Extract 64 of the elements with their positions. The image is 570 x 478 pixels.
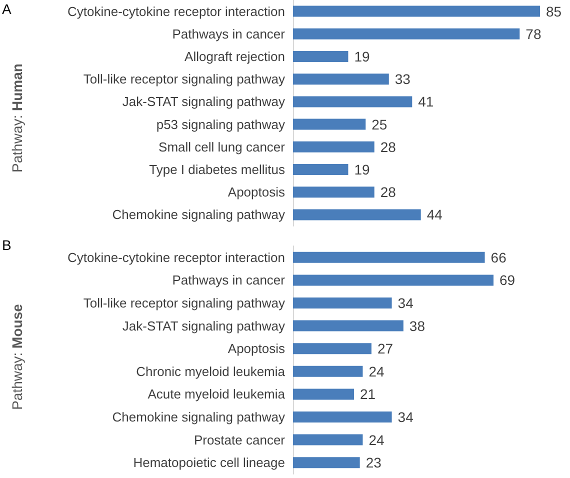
- y-tick-label: p53 signaling pathway: [156, 116, 286, 132]
- bar: [293, 320, 404, 332]
- y-tick-label: Jak-STAT signaling pathway: [122, 94, 286, 110]
- data-label: 78: [526, 26, 542, 42]
- bar: [293, 209, 421, 220]
- data-label: 85: [546, 3, 562, 20]
- bar: [293, 274, 494, 286]
- data-label: 24: [368, 363, 385, 380]
- bar: [293, 96, 412, 108]
- y-tick-label: Chronic myeloid leukemia: [136, 364, 286, 379]
- y-tick-label: Allograft rejection: [184, 49, 285, 64]
- y-tick-label: Type I diabetes mellitus: [149, 162, 286, 177]
- data-label: 25: [372, 116, 388, 132]
- data-label: 19: [354, 162, 370, 178]
- y-axis-title: Pathway: Human: [9, 64, 25, 172]
- y-tick-label: Toll-like receptor signaling pathway: [83, 72, 286, 87]
- bar: [293, 118, 366, 130]
- y-tick-label: Pathways in cancer: [172, 26, 286, 42]
- bar: [293, 164, 348, 175]
- data-label: 66: [490, 249, 507, 266]
- data-label: 21: [360, 386, 376, 402]
- bar: [293, 252, 485, 263]
- bar: [293, 74, 389, 85]
- bar: [293, 457, 360, 468]
- y-tick-label: Apoptosis: [228, 341, 286, 356]
- data-label: 41: [418, 94, 434, 110]
- y-axis-title: Pathway: Mouse: [9, 304, 25, 410]
- data-label: 34: [398, 409, 414, 425]
- text: B: [2, 237, 12, 253]
- y-tick-label: Toll-like receptor signaling pathway: [83, 296, 286, 310]
- data-label: 28: [380, 184, 396, 200]
- data-label: 28: [380, 138, 396, 155]
- bar: [293, 388, 354, 400]
- y-tick-label: Prostate cancer: [194, 432, 286, 448]
- bar: [293, 298, 392, 308]
- bar: [293, 366, 363, 377]
- bar: [293, 434, 363, 446]
- y-tick-label: Small cell lung cancer: [158, 139, 286, 154]
- y-tick-label: Acute myeloid leukemia: [148, 386, 286, 402]
- data-label: 33: [394, 71, 411, 88]
- y-tick-label: Cytokine-cytokine receptor interaction: [68, 4, 285, 19]
- data-label: 34: [398, 295, 414, 311]
- y-tick-label: Chemokine signaling pathway: [112, 207, 286, 222]
- data-label: 24: [368, 432, 385, 448]
- y-tick-label: Chemokine signaling pathway: [112, 410, 286, 424]
- data-label: 27: [377, 340, 394, 357]
- bar: [293, 186, 374, 198]
- bar: [293, 141, 374, 152]
- data-label: 38: [409, 318, 426, 334]
- y-tick-label: Cytokine-cytokine receptor interaction: [68, 250, 285, 265]
- y-tick-label: Jak-STAT signaling pathway: [122, 318, 286, 334]
- bar: [293, 51, 348, 62]
- data-label: 23: [366, 454, 382, 471]
- data-label: 44: [426, 206, 443, 223]
- text: A: [2, 1, 12, 17]
- bar: [293, 6, 540, 17]
- y-tick-label: Pathways in cancer: [172, 272, 286, 288]
- y-tick-label: Hematopoietic cell lineage: [133, 455, 285, 470]
- data-label: 69: [500, 272, 516, 288]
- y-tick-label: Apoptosis: [228, 184, 286, 200]
- bar: [293, 28, 520, 40]
- bar: [293, 343, 372, 354]
- data-label: 19: [354, 48, 370, 64]
- bar: [293, 412, 392, 422]
